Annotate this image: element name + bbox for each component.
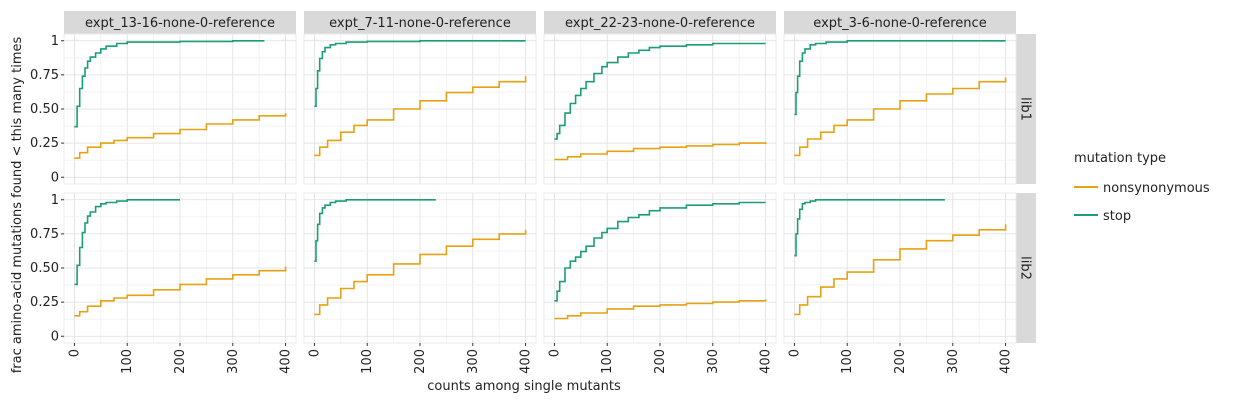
x-tick-label: 200	[653, 349, 668, 374]
series-line-stop	[314, 199, 436, 262]
series-line-nonsynonymous	[314, 229, 527, 316]
y-tick-label: 0.50	[30, 261, 59, 276]
series-line-nonsynonymous	[314, 76, 527, 157]
y-tick-label: 1	[51, 34, 59, 49]
legend-title: mutation type	[1074, 151, 1166, 166]
x-tick-label: 100	[600, 349, 615, 374]
series-line-stop	[554, 201, 766, 302]
x-tick-label: 400	[279, 349, 294, 374]
series-line-stop	[794, 40, 1006, 116]
facet-panel-lib2-2: 0 100 200 300 400	[303, 192, 537, 374]
x-tick-label: 0	[307, 349, 322, 357]
y-tick-label: 0.75	[30, 68, 59, 83]
series-line-nonsynonymous	[554, 141, 767, 161]
facet-strip-2	[304, 11, 536, 34]
x-tick-label: 300	[706, 349, 721, 374]
row-strip-lib1	[1014, 34, 1036, 184]
y-tick-label: 0.50	[30, 102, 59, 117]
facet-panel-lib1-1: 0 0.25 0.50 0.75 1	[30, 33, 297, 185]
series-line-stop	[794, 199, 945, 257]
x-tick-label: 400	[999, 349, 1014, 374]
series-line-stop	[314, 40, 526, 108]
facet-panels: expt_13-16-none-0-reference expt_7-11-non…	[30, 11, 1036, 374]
x-tick-label: 200	[173, 349, 188, 374]
row-strip-lib2	[1014, 193, 1036, 343]
facet-panel-lib2-4: 0 100 200 300 400	[783, 192, 1017, 374]
x-tick-label: 400	[519, 349, 534, 374]
facet-strip-3	[544, 11, 776, 34]
series-line-nonsynonymous	[794, 77, 1007, 157]
x-tick-label: 300	[466, 349, 481, 374]
x-tick-label: 100	[360, 349, 375, 374]
series-line-stop	[74, 40, 265, 128]
facet-strip-1	[64, 11, 296, 34]
y-tick-label: 0.25	[30, 136, 59, 151]
facet-panel-lib1-3	[543, 33, 777, 185]
x-tick-label: 400	[759, 349, 774, 374]
y-tick-label: 0	[51, 329, 59, 344]
facet-panel-lib1-4	[783, 33, 1017, 185]
x-tick-label: 0	[787, 349, 802, 357]
x-tick-label: 100	[840, 349, 855, 374]
facet-strip-4	[784, 11, 1016, 34]
series-line-nonsynonymous	[74, 266, 287, 317]
legend-label-stop: stop	[1103, 209, 1131, 224]
y-tick-label: 0.75	[30, 227, 59, 242]
x-tick-label: 300	[226, 349, 241, 374]
x-axis-label: counts among single mutants	[427, 379, 621, 394]
x-tick-label: 300	[946, 349, 961, 374]
x-tick-label: 100	[120, 349, 135, 374]
x-tick-label: 200	[413, 349, 428, 374]
facet-strip-label-3: expt_22-23-none-0-reference	[565, 16, 755, 31]
series-line-stop	[74, 199, 180, 286]
facet-strip-label-1: expt_13-16-none-0-reference	[85, 16, 275, 31]
x-tick-label: 0	[547, 349, 562, 357]
x-tick-label: 200	[893, 349, 908, 374]
series-line-nonsynonymous	[74, 113, 287, 159]
series-line-stop	[554, 42, 766, 140]
facet-panel-lib2-3: 0 100 200 300 400	[543, 192, 777, 374]
legend-label-nonsynonymous: nonsynonymous	[1103, 181, 1210, 196]
y-tick-label: 0.25	[30, 295, 59, 310]
facet-panel-lib1-2	[303, 33, 537, 185]
y-axis-label: frac amino-acid mutations found < this m…	[10, 37, 25, 374]
row-strip-label-lib1: lib1	[1018, 97, 1033, 121]
y-tick-label: 0	[51, 170, 59, 185]
facet-panel-lib2-1: 0 0.25 0.50 0.75 1 0 100 200 300 400	[30, 192, 297, 374]
x-tick-label: 0	[67, 349, 82, 357]
series-line-nonsynonymous	[554, 299, 767, 320]
legend: mutation type nonsynonymous stop	[1074, 151, 1210, 224]
series-line-nonsynonymous	[794, 224, 1007, 316]
facet-strip-label-4: expt_3-6-none-0-reference	[813, 16, 986, 31]
facet-strip-label-2: expt_7-11-none-0-reference	[329, 16, 511, 31]
y-tick-label: 1	[51, 193, 59, 208]
row-strip-label-lib2: lib2	[1018, 256, 1033, 280]
